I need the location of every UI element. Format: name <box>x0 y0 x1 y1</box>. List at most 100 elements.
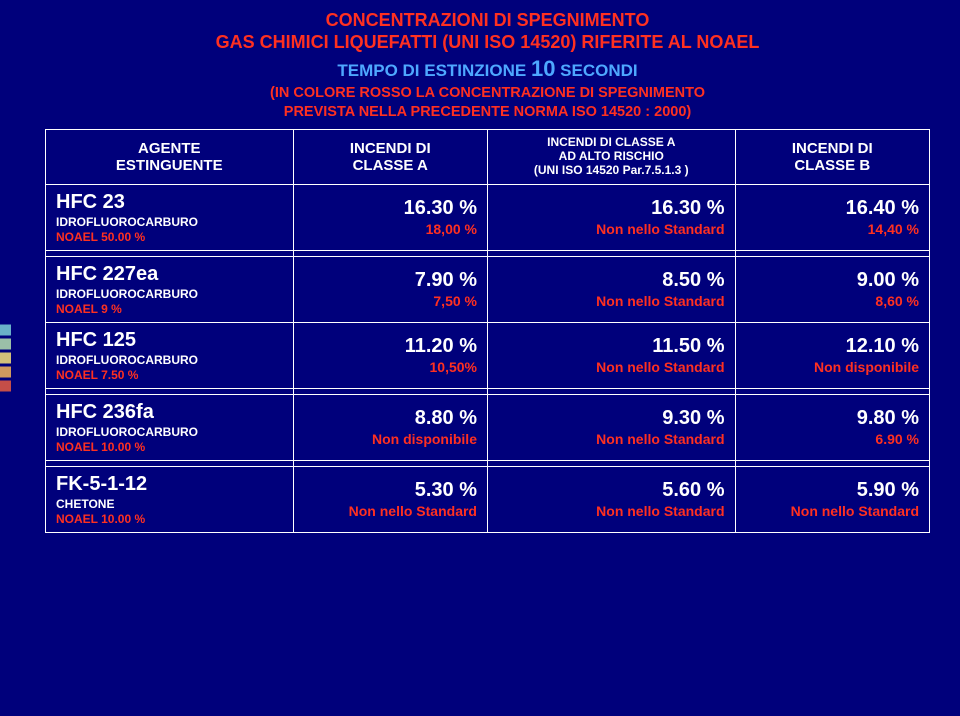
title-line-1: CONCENTRAZIONI DI SPEGNIMENTO <box>45 10 930 32</box>
slide-content: CONCENTRAZIONI DI SPEGNIMENTO GAS CHIMIC… <box>0 0 960 533</box>
value-main: 16.30 % <box>304 197 477 219</box>
agent-name: HFC 236fa <box>56 401 283 424</box>
table-row: HFC 236faIDROFLUOROCARBURONOAEL 10.00 %8… <box>46 394 930 460</box>
title-3b: 10 <box>531 56 555 81</box>
agent-cell: HFC 236faIDROFLUOROCARBURONOAEL 10.00 % <box>46 394 294 460</box>
header-agent: AGENTE ESTINGUENTE <box>46 130 294 184</box>
table-row: HFC 23IDROFLUOROCARBURONOAEL 50.00 %16.3… <box>46 184 930 250</box>
value-main: 12.10 % <box>746 335 920 357</box>
value-sub: Non nello Standard <box>498 221 725 238</box>
value-cell: 8.80 % Non disponibile <box>293 394 487 460</box>
header-agent-l1: AGENTE <box>56 140 283 157</box>
agent-noael: NOAEL 50.00 % <box>56 230 283 244</box>
agent-name: HFC 125 <box>56 329 283 352</box>
value-cell: 5.60 % Non nello Standard <box>487 466 735 532</box>
agent-name: HFC 23 <box>56 191 283 214</box>
title-line-3: TEMPO DI ESTINZIONE 10 SECONDI <box>45 55 930 83</box>
value-sub: Non nello Standard <box>746 503 920 520</box>
value-main: 8.80 % <box>304 407 477 429</box>
agent-cell: HFC 125IDROFLUOROCARBURONOAEL 7.50 % <box>46 322 294 388</box>
deco-square <box>0 367 11 378</box>
agent-type: IDROFLUOROCARBURO <box>56 353 283 367</box>
value-cell: 8.50 % Non nello Standard <box>487 256 735 322</box>
deco-square <box>0 325 11 336</box>
value-cell: 5.30 % Non nello Standard <box>293 466 487 532</box>
data-table: AGENTE ESTINGUENTE INCENDI DI CLASSE A I… <box>45 129 930 532</box>
header-b-l1: INCENDI DI <box>746 140 920 157</box>
value-sub: Non disponibile <box>304 431 477 448</box>
agent-type: IDROFLUOROCARBURO <box>56 287 283 301</box>
agent-noael: NOAEL 10.00 % <box>56 512 283 526</box>
table-body: HFC 23IDROFLUOROCARBURONOAEL 50.00 %16.3… <box>46 184 930 532</box>
table-row: FK-5-1-12CHETONENOAEL 10.00 % 5.30 % Non n… <box>46 466 930 532</box>
header-class-a: INCENDI DI CLASSE A <box>293 130 487 184</box>
value-sub: 8,60 % <box>746 293 920 310</box>
value-main: 11.50 % <box>498 335 725 357</box>
value-cell: 16.30 % 18,00 % <box>293 184 487 250</box>
value-sub: Non nello Standard <box>498 359 725 376</box>
agent-noael: NOAEL 9 % <box>56 302 283 316</box>
value-main: 16.30 % <box>498 197 725 219</box>
agent-type: IDROFLUOROCARBURO <box>56 215 283 229</box>
value-sub: 18,00 % <box>304 221 477 238</box>
agent-name: HFC 227ea <box>56 263 283 286</box>
value-main: 5.60 % <box>498 479 725 501</box>
agent-cell: HFC 23IDROFLUOROCARBURONOAEL 50.00 % <box>46 184 294 250</box>
value-sub: Non disponibile <box>746 359 920 376</box>
value-cell: 9.80 % 6.90 % <box>735 394 930 460</box>
deco-square <box>0 339 11 350</box>
value-main: 5.30 % <box>304 479 477 501</box>
value-main: 8.50 % <box>498 269 725 291</box>
agent-type: CHETONE <box>56 497 283 511</box>
title-3c: SECONDI <box>555 61 637 80</box>
table-header-row: AGENTE ESTINGUENTE INCENDI DI CLASSE A I… <box>46 130 930 184</box>
title-line-5: PREVISTA NELLA PRECEDENTE NORMA ISO 1452… <box>45 104 930 121</box>
header-class-a-high: INCENDI DI CLASSE A AD ALTO RISCHIO (UNI… <box>487 130 735 184</box>
table-row: HFC 227eaIDROFLUOROCARBURONOAEL 9 % 7.90 … <box>46 256 930 322</box>
deco-square <box>0 353 11 364</box>
value-sub: Non nello Standard <box>498 293 725 310</box>
value-sub: 7,50 % <box>304 293 477 310</box>
header-agent-l2: ESTINGUENTE <box>56 157 283 174</box>
value-main: 9.30 % <box>498 407 725 429</box>
agent-cell: HFC 227eaIDROFLUOROCARBURONOAEL 9 % <box>46 256 294 322</box>
title-block: CONCENTRAZIONI DI SPEGNIMENTO GAS CHIMIC… <box>45 10 930 121</box>
value-cell: 9.30 % Non nello Standard <box>487 394 735 460</box>
header-a-l2: CLASSE A <box>304 157 477 174</box>
value-cell: 12.10 % Non disponibile <box>735 322 930 388</box>
value-sub: Non nello Standard <box>304 503 477 520</box>
value-main: 11.20 % <box>304 335 477 357</box>
value-main: 5.90 % <box>746 479 920 501</box>
value-cell: 16.40 % 14,40 % <box>735 184 930 250</box>
deco-square <box>0 381 11 392</box>
value-cell: 11.20 % 10,50% <box>293 322 487 388</box>
value-main: 9.80 % <box>746 407 920 429</box>
value-sub: Non nello Standard <box>498 503 725 520</box>
agent-type: IDROFLUOROCARBURO <box>56 425 283 439</box>
agent-noael: NOAEL 7.50 % <box>56 368 283 382</box>
value-cell: 5.90 % Non nello Standard <box>735 466 930 532</box>
value-main: 16.40 % <box>746 197 920 219</box>
value-cell: 11.50 % Non nello Standard <box>487 322 735 388</box>
header-class-b: INCENDI DI CLASSE B <box>735 130 930 184</box>
title-line-4: (IN COLORE ROSSO LA CONCENTRAZIONE DI SP… <box>45 85 930 102</box>
title-line-2: GAS CHIMICI LIQUEFATTI (UNI ISO 14520) R… <box>45 32 930 54</box>
header-ah-l1: INCENDI DI CLASSE A <box>498 136 725 150</box>
header-ah-l3: (UNI ISO 14520 Par.7.5.1.3 ) <box>498 164 725 178</box>
header-a-l1: INCENDI DI <box>304 140 477 157</box>
value-sub: 6.90 % <box>746 431 920 448</box>
value-main: 7.90 % <box>304 269 477 291</box>
value-sub: Non nello Standard <box>498 431 725 448</box>
value-cell: 9.00 % 8,60 % <box>735 256 930 322</box>
title-3a: TEMPO DI ESTINZIONE <box>337 61 531 80</box>
value-sub: 10,50% <box>304 359 477 376</box>
table-row: HFC 125IDROFLUOROCARBURONOAEL 7.50 %11.2… <box>46 322 930 388</box>
agent-noael: NOAEL 10.00 % <box>56 440 283 454</box>
value-main: 9.00 % <box>746 269 920 291</box>
decorative-squares <box>0 325 11 392</box>
agent-name: FK-5-1-12 <box>56 473 283 496</box>
header-b-l2: CLASSE B <box>746 157 920 174</box>
agent-cell: FK-5-1-12CHETONENOAEL 10.00 % <box>46 466 294 532</box>
header-ah-l2: AD ALTO RISCHIO <box>498 150 725 164</box>
value-sub: 14,40 % <box>746 221 920 238</box>
